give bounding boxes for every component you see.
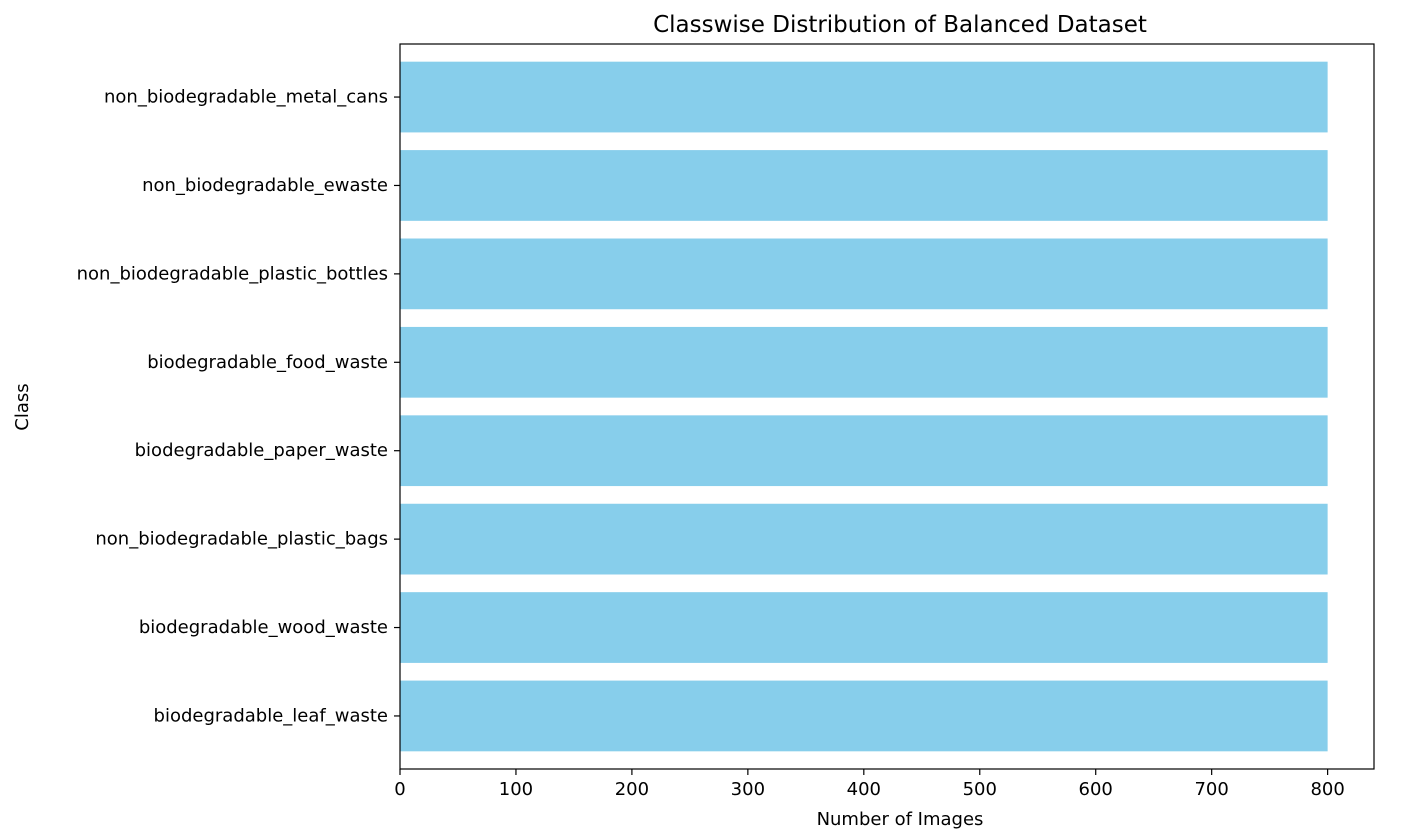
x-tick-label: 300	[731, 779, 765, 800]
y-tick-label: non_biodegradable_plastic_bags	[95, 529, 388, 550]
y-tick-label: non_biodegradable_plastic_bottles	[77, 263, 388, 284]
plot-frame	[399, 43, 1375, 770]
bar-biodegradable_leaf_waste	[400, 680, 1328, 752]
x-tick-label: 0	[394, 779, 405, 800]
x-axis: 0 100 200 300 400 500 600 700 800	[394, 769, 1345, 800]
y-tick-label: biodegradable_leaf_waste	[154, 705, 388, 726]
x-tick-label: 100	[499, 779, 533, 800]
x-tick-label: 700	[1194, 779, 1228, 800]
y-tick-label: biodegradable_food_waste	[147, 352, 388, 373]
x-tick-label: 400	[847, 779, 881, 800]
bar-non_biodegradable_plastic_bottles	[400, 238, 1328, 310]
bar-non_biodegradable_plastic_bags	[400, 503, 1328, 575]
y-tick-label: biodegradable_paper_waste	[135, 440, 388, 461]
x-tick-label: 800	[1310, 779, 1344, 800]
x-tick-label: 500	[963, 779, 997, 800]
x-axis-label: Number of Images	[817, 809, 984, 830]
bar-biodegradable_wood_waste	[400, 592, 1328, 663]
chart-title: Classwise Distribution of Balanced Datas…	[653, 12, 1147, 38]
bar-non_biodegradable_metal_cans	[400, 61, 1328, 133]
y-tick-label: biodegradable_wood_waste	[139, 617, 388, 638]
y-tick-label: non_biodegradable_metal_cans	[104, 87, 388, 108]
x-tick-label: 600	[1079, 779, 1113, 800]
bar-biodegradable_paper_waste	[400, 415, 1328, 487]
y-tick-label: non_biodegradable_ewaste	[142, 175, 388, 196]
y-axis-label: Class	[12, 383, 33, 430]
bar-biodegradable_food_waste	[400, 326, 1328, 398]
x-tick-label: 200	[615, 779, 649, 800]
bar-non_biodegradable_ewaste	[400, 150, 1328, 221]
y-axis: biodegradable_leaf_waste biodegradable_wo…	[77, 87, 400, 726]
bars-group	[400, 61, 1328, 752]
